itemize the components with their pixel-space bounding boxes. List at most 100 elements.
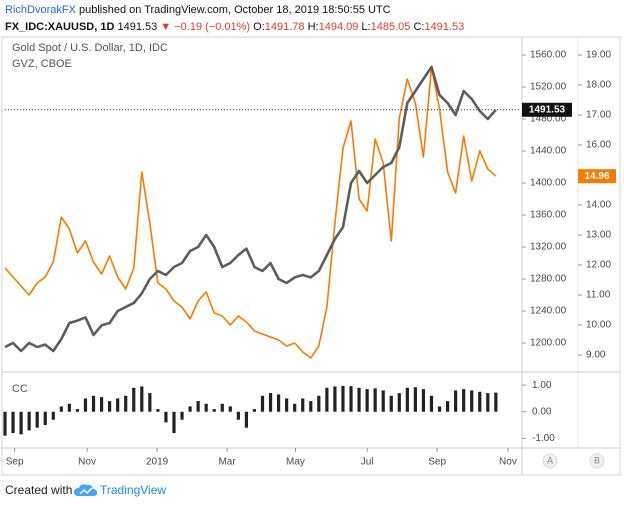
bar xyxy=(188,406,192,412)
last-value-box xyxy=(522,102,572,117)
bar xyxy=(140,386,144,412)
y2-tick-label: 19.00 xyxy=(586,50,611,61)
bar xyxy=(405,387,409,412)
bar xyxy=(421,389,426,412)
bar xyxy=(317,395,321,412)
bar xyxy=(333,386,337,412)
legend-entry: Gold Spot / U.S. Dollar, 1D, IDC xyxy=(12,42,168,54)
bar xyxy=(43,411,47,426)
last-value-box xyxy=(578,169,616,184)
publisher[interactable]: RichDvorakFX xyxy=(5,4,77,16)
y2-tick-label: 14.00 xyxy=(586,200,611,211)
ohlc-label: O: xyxy=(253,21,265,33)
bar xyxy=(3,411,7,436)
bar xyxy=(244,411,249,428)
y-tick-label: 1360.00 xyxy=(530,210,567,221)
frame xyxy=(1,36,621,476)
bar xyxy=(413,387,417,412)
x-tick-label: 2019 xyxy=(146,457,169,468)
bar xyxy=(228,406,232,412)
y-tick-label: 1280.00 xyxy=(530,274,567,285)
ohlc-value: 1491.53 xyxy=(424,21,464,33)
bar xyxy=(180,411,184,420)
series-line xyxy=(4,65,497,353)
bar xyxy=(349,386,353,412)
change: −0.19 (−0.01%) xyxy=(171,21,253,33)
bar xyxy=(83,398,88,412)
ohlc-value: 1494.09 xyxy=(319,21,362,33)
x-tick-label: Sep xyxy=(428,457,446,468)
bar xyxy=(19,411,23,435)
y-tick-label: 1.00 xyxy=(532,380,552,391)
bar xyxy=(51,411,55,420)
x-tick-label: May xyxy=(286,457,305,468)
series-line xyxy=(4,66,497,359)
bar xyxy=(196,401,200,412)
bar xyxy=(156,409,160,412)
x-tick-label: Nov xyxy=(499,457,517,468)
bar xyxy=(478,391,482,412)
bar xyxy=(285,398,289,412)
control-button[interactable] xyxy=(542,453,558,469)
last: 1491.53 xyxy=(117,21,160,33)
bar xyxy=(124,395,128,412)
x-tick-label: Nov xyxy=(78,457,96,468)
bar xyxy=(309,401,313,412)
bar xyxy=(397,393,401,412)
y-tick-label: -1.00 xyxy=(532,433,555,444)
bar xyxy=(99,397,104,412)
bar xyxy=(59,406,63,412)
published: published on TradingView.com, October 18… xyxy=(76,4,391,16)
legend-entry: GVZ, CBOE xyxy=(12,58,72,70)
legend-entry: CC xyxy=(12,383,28,395)
bar xyxy=(35,411,39,428)
bar xyxy=(470,390,474,412)
ohlc-label: L: xyxy=(361,21,370,33)
control-label[interactable]: A xyxy=(547,455,553,465)
symbol: FX_IDC:XAUUSD, 1D xyxy=(5,21,117,33)
bar xyxy=(325,387,329,412)
y2-tick-label: 16.00 xyxy=(586,140,611,151)
bar xyxy=(132,387,136,412)
control-button[interactable] xyxy=(589,453,605,469)
bar xyxy=(116,398,120,412)
y-tick-label: 0.00 xyxy=(532,406,552,417)
bar xyxy=(27,411,31,431)
y-tick-label: 1200.00 xyxy=(530,338,567,349)
bar xyxy=(11,411,15,434)
bar xyxy=(462,389,466,412)
bar xyxy=(276,394,281,412)
y2-tick-label: 13.00 xyxy=(586,230,611,241)
header-line-2: FX_IDC:XAUUSD, 1D 1491.53 ▼ −0.19 (−0.01… xyxy=(5,21,464,33)
bar xyxy=(260,395,265,412)
y-tick-label: 1480.00 xyxy=(530,114,567,125)
bar xyxy=(172,411,176,434)
bar xyxy=(75,409,80,412)
bar xyxy=(252,409,257,412)
x-tick-label: Sep xyxy=(6,457,24,468)
y-tick-label: 1320.00 xyxy=(530,242,567,253)
bar xyxy=(212,409,216,412)
bar xyxy=(365,389,369,412)
x-tick-label: Jul xyxy=(361,457,374,468)
footer-brand[interactable]: TradingView xyxy=(100,483,166,497)
ohlc-label: C: xyxy=(413,21,424,33)
y2-tick-label: 10.00 xyxy=(586,320,611,331)
bar xyxy=(381,390,385,412)
control-label[interactable]: B xyxy=(594,455,600,465)
bar xyxy=(373,388,377,412)
bar xyxy=(301,398,305,412)
bar xyxy=(494,392,498,412)
y-tick-label: 1400.00 xyxy=(530,178,567,189)
y-tick-label: 1440.00 xyxy=(530,146,567,157)
bar xyxy=(91,395,96,412)
y2-tick-label: 12.00 xyxy=(586,260,611,271)
bar xyxy=(220,403,224,412)
bar xyxy=(268,393,273,412)
ohlc-label: H: xyxy=(308,21,319,33)
bar xyxy=(445,401,450,412)
change-arrow: ▼ xyxy=(160,21,171,33)
bar xyxy=(108,401,112,412)
